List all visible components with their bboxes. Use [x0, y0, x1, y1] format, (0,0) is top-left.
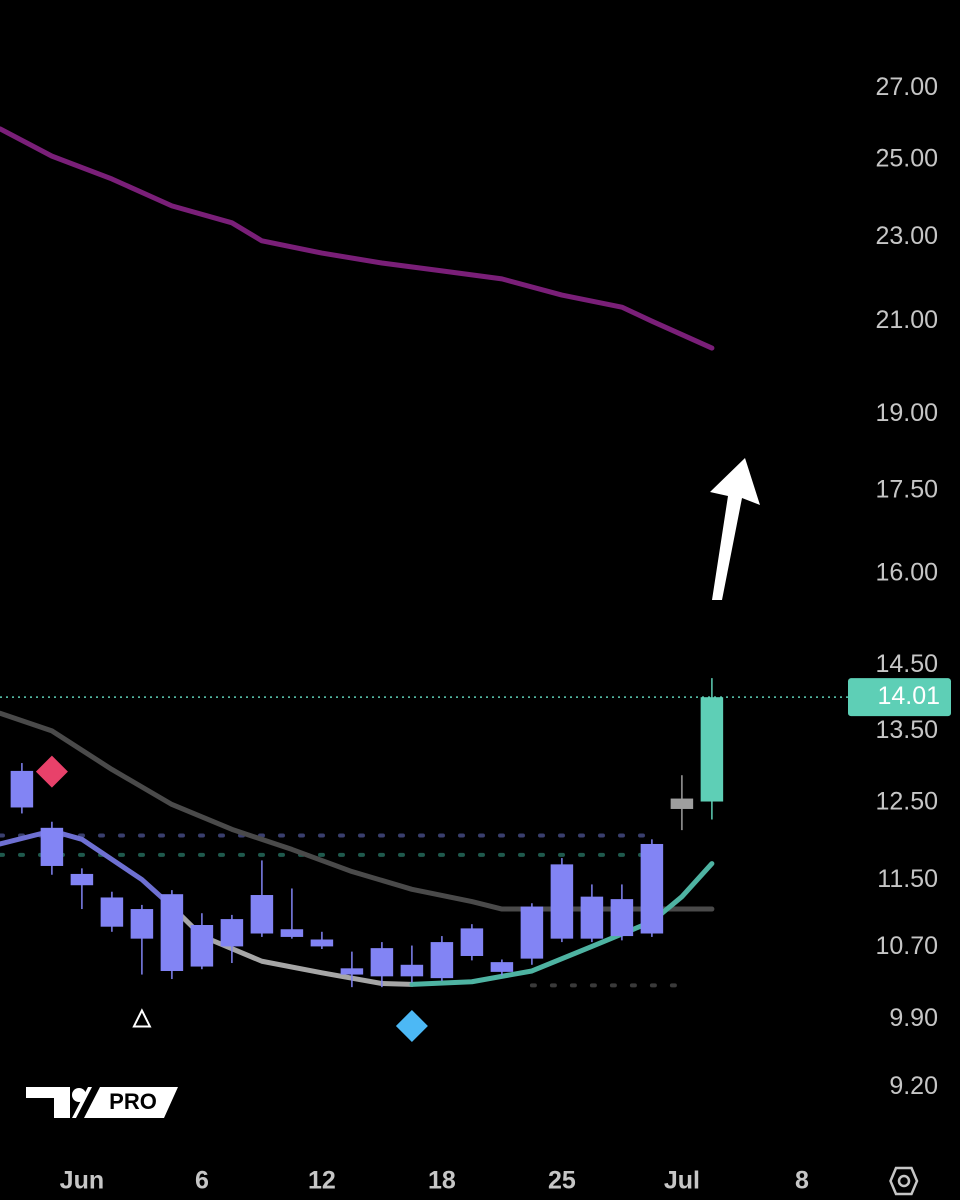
- y-tick-label: 12.50: [875, 788, 938, 816]
- triangle-marker: [132, 1008, 152, 1028]
- logo-badge: [72, 1087, 178, 1118]
- candle-body: [10, 770, 34, 808]
- y-tick-label: 13.50: [875, 716, 938, 744]
- candle-body: [220, 919, 244, 947]
- last-price-label: 14.01: [877, 682, 940, 710]
- x-tick-label: 18: [428, 1167, 456, 1195]
- y-tick-label: 23.00: [875, 222, 938, 250]
- x-tick-label: 8: [795, 1167, 809, 1195]
- candle-body: [160, 894, 184, 971]
- candle-body: [370, 948, 394, 977]
- candle-body: [700, 697, 724, 802]
- candles-layer: [10, 678, 724, 988]
- diamond-marker: [395, 1009, 428, 1042]
- moving-average-line: [409, 861, 715, 987]
- y-tick-label: 14.50: [875, 650, 938, 678]
- candle-body: [130, 909, 154, 939]
- x-tick-label: Jul: [664, 1167, 700, 1195]
- y-tick-label: 27.00: [875, 73, 938, 101]
- candle-body: [430, 942, 454, 979]
- markers-layer: [35, 755, 428, 1042]
- candle-body: [250, 895, 274, 934]
- y-tick-label: 9.90: [889, 1004, 938, 1032]
- candle-body: [70, 873, 94, 886]
- x-tick-label: 12: [308, 1167, 336, 1195]
- candle-body: [100, 897, 124, 927]
- candle-body: [610, 899, 634, 937]
- levels-layer: [0, 833, 684, 988]
- candle-body: [670, 798, 694, 809]
- settings-button[interactable]: [889, 1166, 919, 1196]
- y-tick-label: 10.70: [875, 932, 938, 960]
- moving-average-line: [0, 126, 715, 351]
- x-tick-label: Jun: [60, 1167, 104, 1195]
- last-price-box: [848, 678, 951, 717]
- candle-body: [280, 929, 304, 937]
- y-tick-label: 9.20: [889, 1072, 938, 1100]
- candle-body: [400, 964, 424, 977]
- logo-mark: [26, 1087, 70, 1118]
- x-tick-label: 6: [195, 1167, 209, 1195]
- candle-body: [460, 928, 484, 956]
- settings-icon-center[interactable]: [897, 1174, 911, 1188]
- candle-body: [340, 968, 364, 975]
- y-tick-label: 25.00: [875, 144, 938, 172]
- candle-body: [580, 896, 604, 939]
- candle-body: [520, 906, 544, 959]
- y-tick-label: 11.50: [877, 865, 938, 893]
- settings-icon[interactable]: [889, 1166, 919, 1196]
- logo-slash: [76, 1087, 100, 1118]
- candle-body: [190, 924, 214, 967]
- candle-body: [640, 843, 664, 934]
- axis-layer: 27.00 25.00 23.00 21.00 19.00 17.50 16.00 14.50…: [0, 73, 951, 1195]
- candle-body: [550, 864, 574, 939]
- arrow-annotation: [710, 458, 760, 600]
- y-tick-label: 16.00: [875, 559, 938, 587]
- moving-average-line: [0, 828, 175, 910]
- candle-body: [490, 962, 514, 972]
- y-tick-label: 21.00: [875, 306, 938, 334]
- y-tick-label: 17.50: [875, 475, 938, 503]
- logo: PRO: [26, 1087, 178, 1118]
- candle-body: [310, 939, 334, 947]
- x-tick-label: 25: [548, 1167, 576, 1195]
- logo-text: PRO: [109, 1089, 157, 1114]
- diamond-marker: [35, 755, 68, 788]
- candle-body: [40, 827, 64, 866]
- y-tick-label: 19.00: [875, 399, 938, 427]
